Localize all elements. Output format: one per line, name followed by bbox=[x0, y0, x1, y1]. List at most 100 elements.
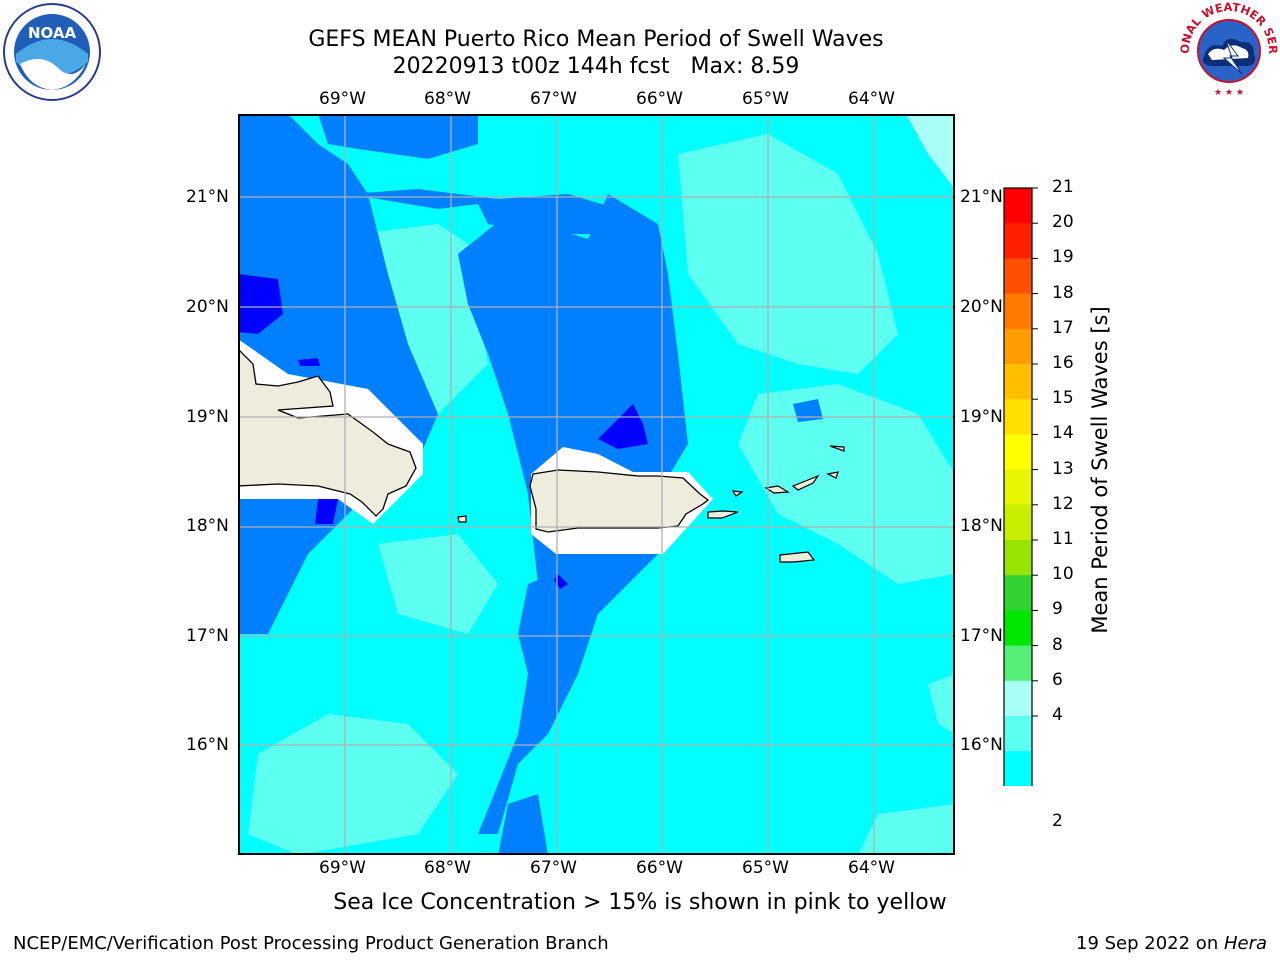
colorbar-tick-label: 13 bbox=[1052, 458, 1074, 479]
lat-tick-right: 21°N bbox=[960, 187, 1003, 207]
svg-text:NOAA: NOAA bbox=[28, 24, 77, 42]
lat-tick-right: 20°N bbox=[960, 297, 1003, 317]
colorbar-bin bbox=[1004, 293, 1032, 330]
swell-0-2-region bbox=[315, 499, 338, 524]
map-frame bbox=[238, 114, 955, 855]
lat-tick-right: 18°N bbox=[960, 516, 1003, 536]
lon-tick-top: 64°W bbox=[848, 89, 895, 109]
colorbar-bin bbox=[1004, 575, 1032, 611]
lat-tick-left: 20°N bbox=[186, 297, 229, 317]
svg-text:★ ★ ★: ★ ★ ★ bbox=[1214, 88, 1244, 98]
swell-6-8-region bbox=[858, 804, 954, 854]
colorbar-tick-label: 6 bbox=[1052, 669, 1063, 690]
colorbar-bin bbox=[1004, 680, 1032, 717]
colorbar-tick-label: 4 bbox=[1052, 705, 1063, 725]
colorbar-tick-label: 10 bbox=[1052, 564, 1074, 585]
sea-ice-note: Sea Ice Concentration > 15% is shown in … bbox=[333, 890, 947, 915]
colorbar-tick-label: 16 bbox=[1052, 353, 1074, 373]
colorbar-tick-label: 20 bbox=[1052, 212, 1074, 233]
colorbar-bin bbox=[1004, 540, 1032, 576]
colorbar-tick-label: 18 bbox=[1052, 282, 1074, 303]
swell-0-2-region bbox=[298, 358, 320, 366]
swell-0-2-region bbox=[598, 404, 648, 449]
colorbar-bin bbox=[1004, 469, 1032, 506]
colorbar-label: Mean Period of Swell Waves [s] bbox=[1088, 306, 1112, 634]
swell-2-4-region bbox=[498, 794, 548, 854]
colorbar-bin bbox=[1004, 504, 1032, 541]
swell-0-2-region bbox=[239, 274, 283, 334]
lat-tick-right: 16°N bbox=[960, 735, 1003, 755]
island bbox=[779, 551, 816, 563]
swell-6-8-region bbox=[248, 714, 458, 854]
lat-tick-left: 21°N bbox=[186, 187, 229, 207]
lon-tick-top: 65°W bbox=[742, 89, 789, 109]
island bbox=[826, 471, 839, 479]
lon-tick-top: 69°W bbox=[319, 89, 366, 109]
graticule bbox=[239, 115, 954, 854]
lon-tick-bottom: 69°W bbox=[319, 858, 366, 878]
credit-text: NCEP/EMC/Verification Post Processing Pr… bbox=[13, 933, 609, 954]
swell-6-8-region bbox=[738, 384, 954, 584]
lon-tick-bottom: 68°W bbox=[424, 858, 471, 878]
island bbox=[707, 510, 739, 519]
lon-tick-bottom: 64°W bbox=[848, 858, 895, 878]
swell-2-4-region bbox=[478, 554, 658, 834]
island bbox=[829, 445, 845, 452]
swell-6-8-region bbox=[678, 134, 898, 374]
swell-2-4-region bbox=[793, 399, 823, 422]
swell-2-4-region bbox=[318, 115, 478, 159]
lat-tick-left: 18°N bbox=[186, 516, 229, 536]
colorbar-bin bbox=[1004, 645, 1032, 682]
puerto-rico-land bbox=[529, 469, 710, 533]
date-stamp: 19 Sep 2022 on Hera bbox=[1076, 933, 1267, 954]
colorbar-tick-label: 8 bbox=[1052, 634, 1063, 655]
colorbar-tick-label: 11 bbox=[1052, 529, 1074, 549]
colorbar-bin bbox=[1004, 751, 1032, 786]
colorbar-bin bbox=[1004, 434, 1032, 471]
colorbar-bin bbox=[1004, 610, 1032, 647]
lat-tick-left: 17°N bbox=[186, 626, 229, 646]
colorbar-bin bbox=[1004, 399, 1032, 435]
colorbar-tick-label: 14 bbox=[1052, 423, 1074, 444]
colorbar-tick-label: 17 bbox=[1052, 317, 1074, 338]
colorbar-tick-label: 12 bbox=[1052, 493, 1074, 514]
colorbar-bin bbox=[1004, 328, 1032, 365]
nws-logo: NATIONAL WEATHER SERVICE ★ ★ ★ bbox=[1178, 0, 1280, 100]
island bbox=[764, 485, 790, 494]
lat-tick-right: 17°N bbox=[960, 626, 1003, 646]
island bbox=[791, 474, 820, 491]
lat-tick-left: 16°N bbox=[186, 735, 229, 755]
island bbox=[457, 515, 467, 523]
map-subtitle: 20220913 t00z 144h fcst Max: 8.59 bbox=[392, 54, 800, 79]
noaa-logo: NOAA bbox=[3, 3, 101, 101]
colorbar bbox=[1003, 187, 1038, 786]
colorbar-bin bbox=[1004, 364, 1032, 400]
lat-tick-left: 19°N bbox=[186, 407, 229, 427]
lon-tick-bottom: 67°W bbox=[530, 858, 577, 878]
colorbar-bin bbox=[1004, 716, 1032, 752]
host-name: Hera bbox=[1223, 933, 1267, 954]
swell-6-8-region bbox=[928, 674, 954, 734]
colorbar-tick-label: 2 bbox=[1052, 810, 1063, 831]
lon-tick-top: 66°W bbox=[636, 89, 683, 109]
colorbar-bin bbox=[1004, 258, 1032, 295]
lon-tick-top: 68°W bbox=[424, 89, 471, 109]
colorbar-tick-label: 15 bbox=[1052, 388, 1074, 409]
lon-tick-bottom: 65°W bbox=[742, 858, 789, 878]
colorbar-bin bbox=[1004, 188, 1032, 224]
colorbar-tick-label: 21 bbox=[1052, 177, 1074, 197]
lat-tick-right: 19°N bbox=[960, 407, 1003, 427]
swell-2-4-region bbox=[348, 189, 618, 234]
swell-2-4-region bbox=[239, 115, 438, 634]
swell-8-9-region bbox=[906, 115, 954, 188]
colorbar-tick-label: 19 bbox=[1052, 247, 1074, 268]
colorbar-tick-label: 9 bbox=[1052, 599, 1063, 620]
colorbar-bin bbox=[1004, 223, 1032, 259]
lon-tick-top: 67°W bbox=[530, 89, 577, 109]
swell-6-8-region bbox=[378, 534, 498, 634]
island bbox=[731, 490, 744, 497]
lon-tick-bottom: 66°W bbox=[636, 858, 683, 878]
date-text: 19 Sep 2022 on bbox=[1076, 933, 1224, 954]
map-title: GEFS MEAN Puerto Rico Mean Period of Swe… bbox=[308, 27, 884, 52]
hispaniola-land bbox=[239, 349, 417, 517]
